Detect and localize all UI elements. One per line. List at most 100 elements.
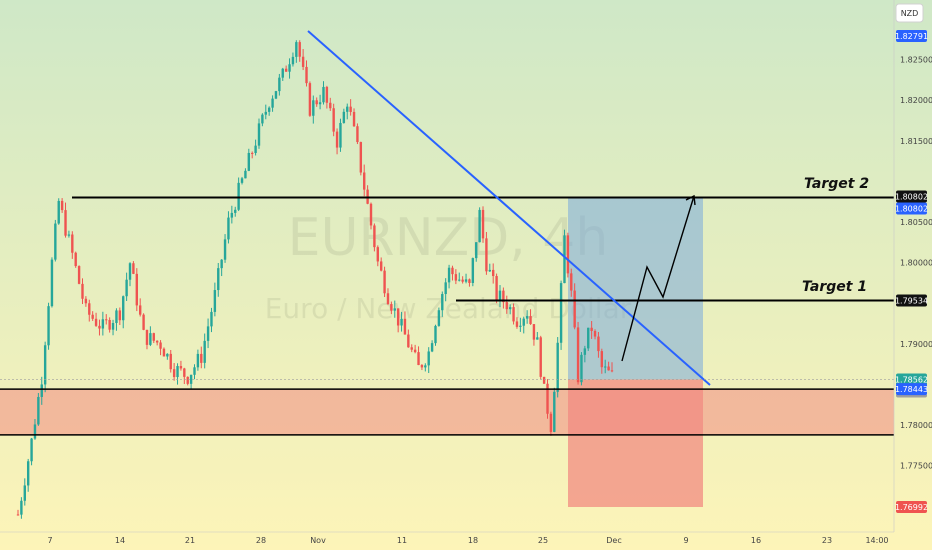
candle-body [481,209,485,239]
candle-body [295,42,298,57]
candle-body [257,123,261,146]
candle-body [437,310,441,326]
candle-body [37,396,40,425]
y-tick-label: 1.81500 [900,137,932,146]
candle-body [590,327,593,331]
candle-body [138,305,142,315]
candle-body [264,111,267,115]
currency-badge[interactable]: NZD [895,3,924,23]
candle-body [247,152,251,171]
x-tick-label: 7 [47,536,52,545]
candle-body [125,279,128,297]
candle-body [600,351,604,368]
candle-body [26,461,30,486]
candle-body [536,337,539,340]
candle-body [261,114,264,124]
candle-body [410,347,413,350]
candle-body [169,353,172,370]
zones-layer [0,197,894,507]
candle-body [71,234,74,253]
candle-body [57,200,60,224]
candle-body [81,283,84,299]
candle-body [549,413,553,432]
candle-body [376,247,379,262]
candle-body [240,178,244,183]
candle-body [298,42,301,57]
candle-body [98,325,101,329]
candle-body [498,290,502,301]
candle-body [363,172,366,190]
candle-body [291,56,295,65]
candle-body [230,212,234,218]
price-label-tag: 1.80802 [895,202,928,215]
candle-body [322,86,325,103]
profit-zone [568,197,703,380]
candle-body [532,324,536,340]
price-label-tag: 1.76992 [895,501,928,513]
candle-body [122,296,125,321]
price-label-text: 1.80802 [895,193,928,202]
x-tick-label: 16 [751,536,761,545]
y-tick-label: 1.82000 [900,96,932,105]
candle-body [427,351,430,366]
candle-body [383,270,386,294]
candle-body [186,376,189,384]
target-1-label: Target 1 [802,279,867,295]
candle-body [604,366,607,368]
price-label-tag: 1.78562 [895,373,928,386]
candle-body [33,424,37,439]
candle-body [145,329,149,345]
projection-path [621,195,695,362]
candle-body [244,170,247,179]
candle-body [67,234,71,236]
candle-body [379,261,383,271]
candle-body [288,64,291,72]
candle-body [115,310,118,324]
candle-body [118,310,122,321]
candle-body [329,102,332,109]
candle-body [135,273,138,306]
candle-body [356,126,359,143]
candle-body [451,267,454,275]
candle-body [508,307,512,310]
price-axis[interactable]: 1.82500 1.82000 1.81500 1.80500 1.80000 1.790… [893,0,932,532]
candle-body [193,367,196,375]
candle-body [593,330,597,337]
candle-body [539,337,542,377]
support-zone [0,389,894,435]
candle-body [305,66,308,84]
candle-body [203,340,206,363]
price-label-text: 1.80802 [895,205,928,214]
candle-body [454,274,458,281]
candle-body [434,325,437,344]
candle-body [430,343,434,352]
candle-body [475,242,478,259]
candle-body [576,327,580,383]
loss-zone [568,379,703,507]
price-label-text: 1.82791 [895,32,928,41]
candle-body [189,374,193,384]
candle-body [546,383,549,414]
x-tick-label: 25 [538,536,548,545]
candle-body [206,326,210,341]
candle-body [152,333,155,341]
x-tick-label: 21 [185,536,195,545]
candle-body [556,342,559,392]
candle-body [485,238,488,272]
candle-body [284,68,288,72]
candle-body [325,86,329,103]
candle-body [88,303,91,315]
candle-body [597,336,600,352]
candle-body [183,368,186,377]
candle-body [393,308,396,311]
time-axis[interactable]: 7 14 21 28 Nov 11 18 25 Dec 9 16 23 14:00 [0,531,894,545]
candle-body [172,369,176,378]
candle-body [94,318,98,326]
candle-body [30,438,33,462]
candle-body [420,365,424,368]
trendline [307,30,711,386]
candle-body [149,333,152,345]
candle-body [339,122,342,148]
